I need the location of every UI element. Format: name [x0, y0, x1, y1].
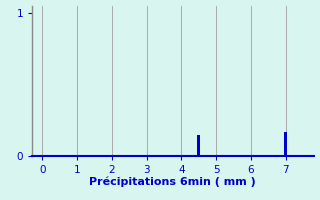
X-axis label: Précipitations 6min ( mm ): Précipitations 6min ( mm ): [89, 176, 256, 187]
Bar: [284, 132, 287, 156]
Bar: [197, 135, 200, 156]
